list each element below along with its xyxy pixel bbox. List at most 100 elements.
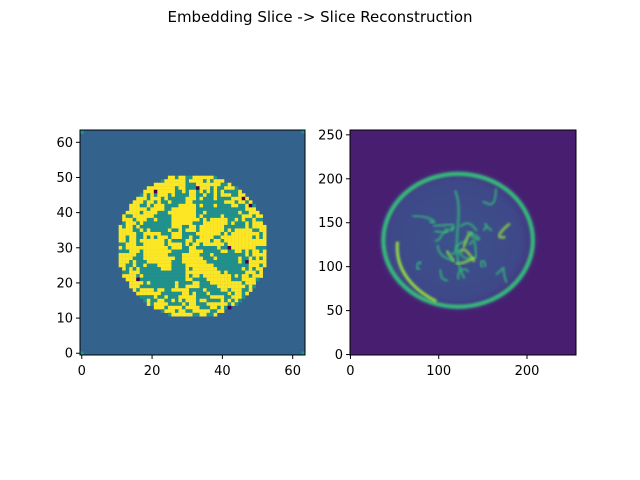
embedding-slice-pixel: [199, 270, 204, 275]
embedding-slice-pixel: [220, 288, 225, 292]
embedding-slice-pixel: [171, 196, 176, 201]
embedding-slice-pixel: [241, 267, 246, 271]
embedding-slice-pixel: [171, 175, 176, 180]
embedding-slice-pixel: [160, 196, 165, 201]
embedding-slice-pixel: [146, 256, 151, 261]
embedding-slice-pixel: [220, 231, 225, 236]
embedding-slice-pixel: [174, 291, 179, 296]
embedding-slice-pixel: [174, 270, 179, 275]
embedding-slice-pixel: [206, 200, 211, 204]
embedding-slice-pixel: [196, 288, 200, 292]
embedding-slice-pixel: [248, 263, 253, 268]
embedding-slice-pixel: [224, 238, 228, 243]
embedding-slice-pixel: [238, 200, 242, 204]
embedding-slice-pixel: [181, 246, 186, 250]
embedding-slice-pixel: [234, 295, 239, 299]
embedding-slice-pixel: [164, 200, 169, 204]
embedding-slice-pixel: [185, 179, 190, 183]
embedding-slice-pixel: [210, 242, 214, 247]
embedding-slice-pixel: [220, 305, 225, 310]
embedding-slice-pixel: [150, 274, 154, 278]
embedding-slice-pixel: [157, 246, 162, 250]
embedding-slice-pixel: [199, 189, 204, 194]
embedding-slice-corner-pixel: [80, 351, 84, 355]
embedding-slice-pixel: [213, 305, 218, 310]
embedding-slice-pixel: [220, 309, 225, 313]
embedding-slice-pixel: [125, 260, 130, 264]
embedding-slice-pixel: [224, 281, 228, 285]
embedding-slice-pixel: [227, 298, 232, 303]
embedding-slice-pixel: [245, 224, 249, 229]
embedding-slice-pixel: [192, 305, 197, 310]
embedding-slice-pixel: [213, 179, 218, 183]
embedding-slice-pixel: [234, 260, 239, 264]
embedding-slice-pixel: [206, 186, 211, 190]
embedding-slice-pixel: [153, 274, 158, 278]
embedding-slice-pixel: [252, 246, 256, 250]
embedding-slice-pixel: [210, 228, 214, 233]
embedding-slice-pixel: [220, 210, 225, 215]
embedding-slice-pixel: [132, 242, 137, 247]
embedding-slice-pixel: [157, 256, 162, 261]
embedding-slice-pixel: [245, 277, 249, 282]
embedding-slice-pixel: [181, 281, 186, 285]
embedding-slice-pixel: [234, 207, 239, 212]
embedding-slice-pixel: [167, 186, 172, 190]
embedding-slice-pixel: [122, 263, 126, 268]
embedding-slice-pixel: [241, 235, 246, 240]
embedding-slice-pixel: [224, 256, 228, 261]
embedding-slice-pixel: [139, 231, 144, 236]
embedding-slice-pixel: [192, 312, 197, 317]
embedding-slice-pixel: [227, 274, 232, 278]
embedding-slice-pixel: [136, 221, 140, 226]
embedding-slice-pixel: [227, 182, 232, 187]
embedding-slice-pixel: [224, 249, 228, 254]
embedding-slice-pixel: [153, 196, 158, 201]
embedding-slice-pixel: [171, 246, 176, 250]
embedding-slice-pixel: [164, 295, 169, 299]
embedding-slice-axes: 0 20 40 60 0 10 20 30 40 50 60: [56, 136, 301, 379]
embedding-slice-pixel: [188, 267, 193, 271]
embedding-slice-ytick-label: 30: [56, 241, 73, 256]
embedding-slice-pixel: [203, 263, 207, 268]
embedding-slice-pixel: [143, 238, 147, 243]
embedding-slice-pixel: [164, 217, 169, 222]
embedding-slice-pixel: [248, 267, 253, 271]
embedding-slice-pixel: [185, 312, 190, 317]
embedding-slice-xtick-label: 60: [284, 364, 301, 379]
embedding-slice-pixel: [153, 207, 158, 212]
embedding-slice-pixel: [122, 217, 126, 222]
embedding-slice-pixel: [259, 249, 263, 254]
embedding-slice-pixel: [143, 189, 147, 194]
embedding-slice-pixel: [227, 203, 232, 208]
embedding-slice-pixel: [136, 263, 140, 268]
reconstruction-sulcus-curve: [439, 269, 449, 282]
embedding-slice-pixel: [255, 253, 260, 257]
embedding-slice-pixel: [231, 270, 235, 275]
embedding-slice-pixel: [167, 228, 172, 233]
embedding-slice-pixel: [122, 235, 126, 240]
embedding-slice-pixel: [252, 274, 256, 278]
embedding-slice-pixel: [153, 260, 158, 264]
embedding-slice-pixel: [224, 246, 228, 250]
embedding-slice-pixel: [192, 270, 197, 275]
embedding-slice-pixel: [146, 228, 151, 233]
embedding-slice-pixel: [245, 214, 249, 219]
embedding-slice-pixel: [125, 249, 130, 254]
embedding-slice-pixel: [192, 267, 197, 271]
embedding-slice-pixel: [238, 270, 242, 275]
embedding-slice-pixel: [125, 221, 130, 226]
embedding-slice-pixel: [241, 291, 246, 296]
embedding-slice-pixel: [136, 249, 140, 254]
embedding-slice-pixel: [234, 189, 239, 194]
embedding-slice-pixel: [174, 200, 179, 204]
embedding-slice-pixel: [143, 231, 147, 236]
embedding-slice-pixel: [171, 281, 176, 285]
embedding-slice-pixel: [160, 249, 165, 254]
embedding-slice-pixel: [174, 256, 179, 261]
embedding-slice-pixel: [150, 291, 154, 296]
embedding-slice-pixel: [139, 256, 144, 261]
embedding-slice-pixel: [203, 238, 207, 243]
embedding-slice-pixel: [153, 291, 158, 296]
embedding-slice-pixel: [234, 298, 239, 303]
